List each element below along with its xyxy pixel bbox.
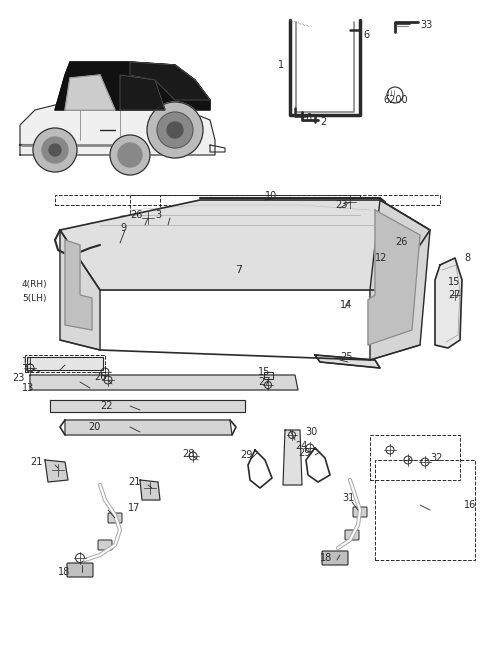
Polygon shape <box>315 355 380 368</box>
FancyBboxPatch shape <box>108 513 122 523</box>
Text: 3: 3 <box>155 210 161 220</box>
Text: 27: 27 <box>258 377 271 387</box>
Text: 29: 29 <box>240 450 252 460</box>
Text: 6: 6 <box>305 113 311 123</box>
Text: 32: 32 <box>430 453 443 463</box>
Text: 4(RH): 4(RH) <box>22 281 48 289</box>
Polygon shape <box>130 62 210 100</box>
FancyBboxPatch shape <box>98 540 112 550</box>
Circle shape <box>118 143 142 167</box>
FancyBboxPatch shape <box>67 563 93 577</box>
Polygon shape <box>55 62 210 110</box>
Bar <box>25 355 105 372</box>
Circle shape <box>33 128 77 172</box>
Text: 27: 27 <box>448 290 460 300</box>
Text: 25: 25 <box>340 352 352 362</box>
Text: 26: 26 <box>94 372 107 382</box>
Text: 15: 15 <box>258 367 270 377</box>
Text: 20: 20 <box>88 422 100 432</box>
Polygon shape <box>60 230 100 350</box>
Text: 9: 9 <box>120 223 126 233</box>
Bar <box>130 195 360 215</box>
Text: 14: 14 <box>340 300 352 310</box>
Polygon shape <box>20 100 215 155</box>
Polygon shape <box>60 200 430 290</box>
Text: 2: 2 <box>320 117 326 127</box>
Text: 17: 17 <box>128 503 140 513</box>
Text: 11: 11 <box>22 357 34 367</box>
Text: 10: 10 <box>265 191 277 201</box>
Text: 28: 28 <box>182 449 194 459</box>
Text: 24: 24 <box>295 441 307 451</box>
Bar <box>375 460 475 560</box>
Text: 21: 21 <box>128 477 140 487</box>
Polygon shape <box>370 200 430 360</box>
Polygon shape <box>120 75 165 110</box>
Polygon shape <box>140 480 160 500</box>
Polygon shape <box>65 240 92 330</box>
Bar <box>451 281 459 289</box>
Bar <box>55 195 440 205</box>
Circle shape <box>157 112 193 148</box>
Polygon shape <box>65 420 232 435</box>
Text: 12: 12 <box>375 253 387 263</box>
Text: 22: 22 <box>100 401 112 411</box>
Circle shape <box>110 135 150 175</box>
Polygon shape <box>27 357 103 370</box>
Text: 7: 7 <box>235 265 242 275</box>
Text: 26: 26 <box>130 210 143 220</box>
Polygon shape <box>283 430 302 485</box>
Polygon shape <box>30 375 298 390</box>
Circle shape <box>167 122 183 138</box>
Text: 33: 33 <box>420 20 432 30</box>
Text: 18: 18 <box>58 567 70 577</box>
Text: 30: 30 <box>305 427 317 437</box>
Text: 29: 29 <box>298 448 311 458</box>
FancyBboxPatch shape <box>345 530 359 540</box>
FancyBboxPatch shape <box>322 551 348 565</box>
Text: 23: 23 <box>335 200 348 210</box>
Bar <box>160 195 290 215</box>
Text: 21: 21 <box>30 457 42 467</box>
Text: 1: 1 <box>278 60 284 70</box>
Circle shape <box>42 137 68 163</box>
Polygon shape <box>50 400 245 412</box>
Polygon shape <box>65 75 115 110</box>
Text: 18: 18 <box>320 553 332 563</box>
Circle shape <box>49 144 61 156</box>
Text: 16: 16 <box>464 500 476 510</box>
Text: 23: 23 <box>12 373 24 383</box>
Polygon shape <box>368 210 420 345</box>
Polygon shape <box>45 460 68 482</box>
Text: 31: 31 <box>342 493 354 503</box>
FancyBboxPatch shape <box>353 507 367 517</box>
Circle shape <box>147 102 203 158</box>
Text: 13: 13 <box>22 383 34 393</box>
Bar <box>370 435 460 480</box>
Text: 6: 6 <box>363 30 369 40</box>
Polygon shape <box>435 258 462 348</box>
Text: 15: 15 <box>448 277 460 287</box>
Text: 6200: 6200 <box>383 95 408 105</box>
Text: 26: 26 <box>395 237 408 247</box>
Text: 8: 8 <box>464 253 470 263</box>
Bar <box>264 371 273 379</box>
Text: 5(LH): 5(LH) <box>22 293 47 302</box>
